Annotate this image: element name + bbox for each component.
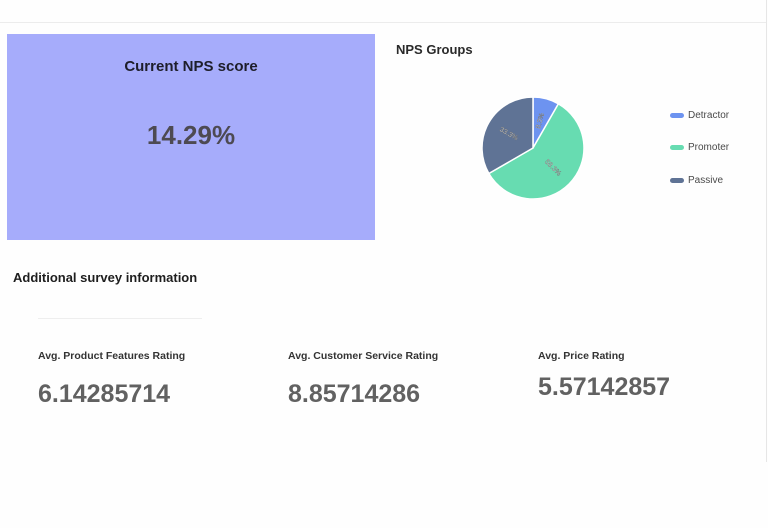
nps-groups-pie-chart[interactable]: 8.3% 58.3% 33.3% xyxy=(480,95,586,201)
pie-legend: Detractor Promoter Passive xyxy=(670,107,729,205)
legend-swatch-icon xyxy=(670,177,684,183)
top-bar xyxy=(0,0,766,23)
pie-svg: 8.3%58.3%33.3% xyxy=(481,96,585,200)
nps-groups-title: NPS Groups xyxy=(396,42,473,57)
pie-slice-passive[interactable] xyxy=(481,96,534,175)
additional-survey-title: Additional survey information xyxy=(13,270,198,285)
legend-item-passive[interactable]: Passive xyxy=(670,172,729,188)
legend-label: Passive xyxy=(688,174,724,186)
metric-value: 8.85714286 xyxy=(288,380,421,408)
legend-swatch-icon xyxy=(670,112,684,118)
legend-label: Detractor xyxy=(688,109,730,121)
nps-score-value: 14.29% xyxy=(146,120,236,150)
right-divider xyxy=(766,0,767,462)
nps-card-title: Current NPS score xyxy=(124,58,258,75)
pie-slice-promoter[interactable] xyxy=(487,102,585,200)
legend-item-detractor[interactable]: Detractor xyxy=(670,107,729,123)
legend-label: Promoter xyxy=(688,142,730,153)
metric-label: Avg. Product Features Rating xyxy=(38,350,186,362)
metric-customer-service: Avg. Customer Service Rating 8.85714286 xyxy=(288,350,518,409)
metric-label: Avg. Customer Service Rating xyxy=(288,350,439,362)
section-divider xyxy=(38,318,202,319)
metric-label: Avg. Price Rating xyxy=(538,350,625,362)
metric-value: 5.57142857 xyxy=(538,373,671,401)
legend-swatch-icon xyxy=(670,145,684,150)
current-nps-card: Current NPS score 14.29% xyxy=(7,34,375,240)
legend-item-promoter[interactable]: Promoter xyxy=(670,140,729,156)
pie-slice-label: 8.3% xyxy=(535,112,546,129)
metric-price: Avg. Price Rating 5.57142857 xyxy=(538,350,768,402)
metric-value: 6.14285714 xyxy=(38,380,171,408)
metric-product-features: Avg. Product Features Rating 6.14285714 xyxy=(38,350,268,409)
